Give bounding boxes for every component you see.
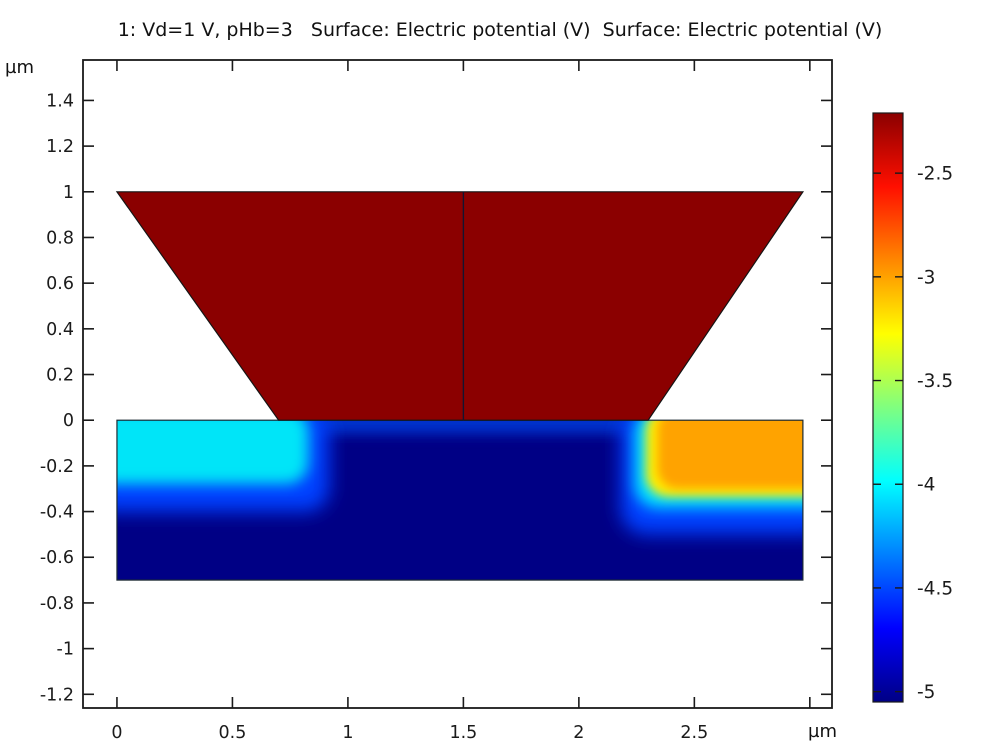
colorbar-gradient-bar: [872, 112, 904, 703]
colorbar: -2.5 -3 -3.5 -4 -4.5 -5: [872, 112, 953, 703]
y-tick-label: 0: [63, 411, 74, 431]
y-tick-label: 0.4: [46, 320, 74, 340]
y-tick-label: 1.4: [46, 91, 74, 111]
y-tick-label: -0.6: [40, 548, 74, 568]
colorbar-tick-label: -2.5: [917, 164, 953, 185]
right-orange-region: [657, 420, 803, 489]
y-axis-unit-label: µm: [5, 57, 34, 78]
y-tick-label: 1: [63, 183, 74, 203]
y-tick-label: -0.8: [40, 594, 74, 614]
x-tick-label: 1: [342, 723, 353, 743]
x-tick-label: 0: [111, 723, 122, 743]
y-tick-label: -0.4: [40, 503, 74, 523]
plot-title: 1: Vd=1 V, pHb=3 Surface: Electric poten…: [117, 19, 883, 41]
y-tick-label: 0.6: [46, 274, 74, 294]
x-tick-label: 2: [573, 723, 584, 743]
gate-surface-strip: [297, 420, 653, 434]
x-axis-unit-label: µm: [808, 721, 837, 742]
colorbar-tick-label: -4.5: [917, 578, 953, 599]
y-tick-label: -1: [57, 640, 74, 660]
x-tick-label: 2.5: [680, 723, 708, 743]
left-cyan-region: [116, 420, 309, 485]
x-tick-label: 0.5: [219, 723, 247, 743]
colorbar-tick-label: -3: [917, 267, 935, 288]
colorbar-tick-label: -5: [917, 682, 935, 703]
plot-frame: [82, 59, 833, 709]
y-tick-label: 0.8: [46, 228, 74, 248]
y-tick-label: 1.2: [46, 137, 74, 157]
substrate-field: [116, 420, 803, 581]
axis-ticks: [83, 60, 832, 708]
y-tick-label: 0.2: [46, 366, 74, 386]
colorbar-tick-label: -4: [917, 475, 935, 496]
electrolyte-gate-region: [115, 191, 805, 421]
colorbar-tick-label: -3.5: [917, 371, 953, 392]
y-tick-label: -0.2: [40, 457, 74, 477]
y-tick-label: -1.2: [40, 685, 74, 705]
x-tick-label: 1.5: [449, 723, 477, 743]
